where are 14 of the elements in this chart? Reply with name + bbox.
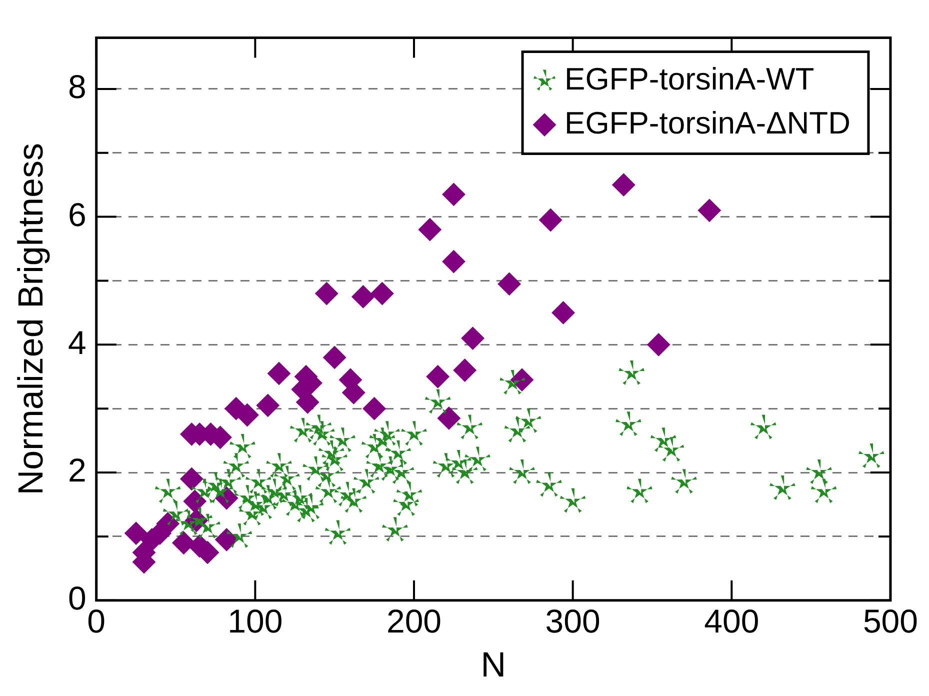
x-tick-label: 100 [228, 602, 283, 640]
x-tick-label: 500 [862, 602, 918, 640]
legend-label: EGFP-torsinA-ΔNTD [564, 105, 850, 140]
y-tick-label: 2 [68, 452, 86, 489]
y-tick-label: 6 [68, 196, 86, 233]
y-axis-title: Normalized Brightness [12, 143, 51, 496]
legend-label: EGFP-torsinA-WT [564, 61, 814, 96]
y-tick-label: 8 [68, 68, 86, 106]
x-tick-label: 200 [386, 602, 442, 640]
y-tick-label: 4 [68, 324, 86, 361]
x-tick-label: 400 [704, 602, 760, 640]
x-tick-label: 300 [545, 602, 600, 640]
x-axis-title: N [480, 646, 506, 685]
y-tick-label: 0 [68, 579, 86, 616]
